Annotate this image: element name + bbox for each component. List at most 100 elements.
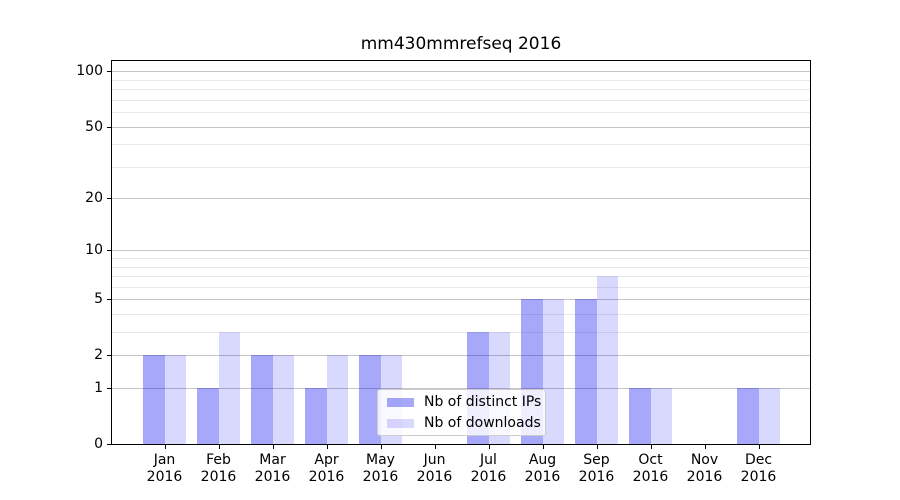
y-tick-label: 20 <box>85 190 103 206</box>
x-axis-tick <box>759 445 760 449</box>
y-axis-tick <box>107 127 111 128</box>
x-tick-label: Nov 2016 <box>678 452 732 486</box>
bar-downloads <box>758 388 780 444</box>
x-tick-label-year: 2016 <box>578 469 615 485</box>
gridline-minor <box>112 287 810 288</box>
bar-distinct-ips <box>629 388 651 444</box>
bar-distinct-ips <box>737 388 759 444</box>
x-tick-label-month: Oct <box>638 452 663 468</box>
x-axis-tick <box>381 445 382 449</box>
legend-label-downloads: Nb of downloads <box>424 415 541 431</box>
gridline-minor <box>112 276 810 277</box>
gridline-minor <box>112 144 810 145</box>
legend-label-distinct-ips: Nb of distinct IPs <box>424 394 542 410</box>
y-axis-tick <box>107 388 111 389</box>
gridline-minor <box>112 267 810 268</box>
x-tick-label: Oct 2016 <box>624 452 678 486</box>
x-tick-label-year: 2016 <box>470 469 507 485</box>
gridline-major <box>112 198 810 199</box>
y-axis-tick <box>107 250 111 251</box>
bar-distinct-ips <box>359 355 381 444</box>
bar-downloads <box>326 355 348 444</box>
x-axis-tick <box>327 445 328 449</box>
x-axis-tick <box>543 445 544 449</box>
x-tick-label: Jul 2016 <box>462 452 516 486</box>
x-tick-label: Aug 2016 <box>516 452 570 486</box>
bar-downloads <box>218 332 240 444</box>
gridline-minor <box>112 314 810 315</box>
x-axis-tick <box>651 445 652 449</box>
x-tick-label-year: 2016 <box>416 469 453 485</box>
x-tick-label-month: May <box>366 452 395 468</box>
x-tick-label-month: Jul <box>480 452 497 468</box>
gridline-major <box>112 127 810 128</box>
x-tick-label-month: Nov <box>690 452 719 468</box>
x-tick-label: Jan 2016 <box>138 452 192 486</box>
x-tick-label-year: 2016 <box>632 469 669 485</box>
x-tick-label: Sep 2016 <box>570 452 624 486</box>
y-axis-tick <box>107 444 111 445</box>
y-tick-label: 50 <box>85 119 103 135</box>
x-tick-label-month: Jun <box>423 452 446 468</box>
x-axis-tick <box>165 445 166 449</box>
x-tick-label-year: 2016 <box>146 469 183 485</box>
x-tick-label-year: 2016 <box>200 469 237 485</box>
y-axis-tick <box>107 355 111 356</box>
x-tick-label-year: 2016 <box>524 469 561 485</box>
bar-distinct-ips <box>251 355 273 444</box>
x-axis-tick <box>435 445 436 449</box>
gridline-major <box>112 355 810 356</box>
legend-item-downloads: Nb of downloads <box>387 415 541 431</box>
y-axis-tick <box>107 299 111 300</box>
x-tick-label-month: Jan <box>153 452 176 468</box>
bar-distinct-ips <box>197 388 219 444</box>
gridline-major <box>112 250 810 251</box>
chart-title: mm430mmrefseq 2016 <box>360 34 562 54</box>
gridline-major <box>112 299 810 300</box>
x-tick-label-month: Sep <box>583 452 610 468</box>
x-axis-tick <box>597 445 598 449</box>
x-tick-label-month: Dec <box>744 452 773 468</box>
y-axis-tick <box>107 71 111 72</box>
x-tick-label: Jun 2016 <box>408 452 462 486</box>
legend-item-distinct-ips: Nb of distinct IPs <box>387 394 541 410</box>
plot-area: Nb of distinct IPs Nb of downloads <box>111 60 811 445</box>
x-tick-label: Feb 2016 <box>192 452 246 486</box>
y-tick-label: 5 <box>94 291 103 307</box>
bar-downloads <box>542 299 564 444</box>
bar-downloads <box>596 276 618 444</box>
y-tick-label: 2 <box>94 347 103 363</box>
y-tick-label: 100 <box>76 63 103 79</box>
legend-swatch-distinct-ips <box>387 397 414 407</box>
gridline-minor <box>112 167 810 168</box>
x-tick-label: May 2016 <box>354 452 408 486</box>
x-tick-label-year: 2016 <box>308 469 345 485</box>
y-tick-label: 0 <box>94 436 103 452</box>
x-axis-tick <box>489 445 490 449</box>
bar-distinct-ips <box>305 388 327 444</box>
x-tick-label: Dec 2016 <box>732 452 786 486</box>
gridline-major <box>112 71 810 72</box>
x-tick-label: Mar 2016 <box>246 452 300 486</box>
bar-distinct-ips <box>143 355 165 444</box>
y-axis-tick <box>107 198 111 199</box>
gridline-minor <box>112 100 810 101</box>
legend-swatch-downloads <box>387 418 414 428</box>
x-tick-label-year: 2016 <box>686 469 723 485</box>
y-tick-label: 10 <box>85 242 103 258</box>
x-tick-label-month: Feb <box>206 452 231 468</box>
gridline-major <box>112 388 810 389</box>
x-axis-tick <box>219 445 220 449</box>
gridline-minor <box>112 80 810 81</box>
x-tick-label-year: 2016 <box>362 469 399 485</box>
x-axis-tick <box>273 445 274 449</box>
gridline-minor <box>112 258 810 259</box>
x-tick-label-year: 2016 <box>254 469 291 485</box>
x-tick-label-year: 2016 <box>740 469 777 485</box>
x-tick-label-month: Mar <box>259 452 286 468</box>
x-axis-tick <box>705 445 706 449</box>
bar-downloads <box>164 355 186 444</box>
bar-downloads <box>650 388 672 444</box>
legend: Nb of distinct IPs Nb of downloads <box>377 389 546 436</box>
